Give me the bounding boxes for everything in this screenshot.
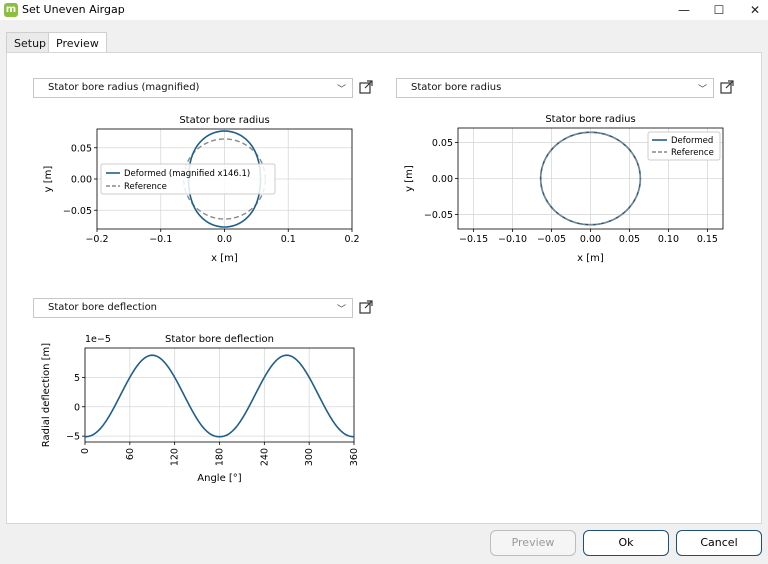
top-left-plot-select[interactable]: Stator bore radius (magnified) ﹀: [33, 78, 353, 98]
y-tick-label: 0.00: [432, 174, 453, 185]
x-tick-label: 0.15: [697, 234, 718, 245]
y-axis-label: y [m]: [43, 166, 54, 193]
x-tick-label: 60: [125, 448, 136, 460]
popout-icon[interactable]: [359, 80, 373, 94]
legend-reference-label: Reference: [671, 148, 714, 158]
bottom-left-select-value: Stator bore deflection: [48, 302, 158, 313]
popout-icon[interactable]: [720, 80, 734, 94]
series-deflection-line: [84, 354, 355, 438]
y-tick-label: 5: [74, 373, 80, 384]
x-tick-label: 0.0: [217, 234, 232, 245]
x-tick-label: 300: [304, 448, 315, 466]
y-tick-label: −0.05: [424, 210, 453, 221]
legend-deformed-label: Deformed (magnified x146.1): [124, 169, 250, 179]
x-tick-label: −0.15: [459, 234, 488, 245]
y-tick-label: 0.05: [432, 138, 453, 149]
x-tick-label: 360: [349, 448, 360, 466]
ok-button[interactable]: Ok: [583, 530, 669, 556]
y-axis-label: Radial deflection [m]: [41, 343, 52, 447]
y-tick-label: 0: [74, 402, 80, 413]
x-tick-label: 180: [215, 448, 226, 466]
chart-title: Stator bore deflection: [165, 334, 274, 345]
y-tick-label: 0.00: [71, 175, 92, 186]
x-tick-label: −0.1: [149, 234, 172, 245]
legend-reference-label: Reference: [124, 182, 167, 192]
chevron-down-icon: ﹀: [336, 305, 346, 315]
window-title: Set Uneven Airgap: [22, 3, 125, 16]
legend-box: [100, 163, 276, 195]
x-tick-label: 120: [170, 448, 181, 466]
preview-button[interactable]: Preview: [490, 530, 576, 556]
chevron-down-icon: ﹀: [336, 85, 346, 95]
x-tick-label: 0: [80, 448, 91, 454]
y-tick-label: 0.05: [71, 143, 92, 154]
plot-frame: [84, 347, 355, 443]
maximize-button[interactable]: ☐: [713, 3, 725, 17]
close-button[interactable]: ✕: [749, 3, 761, 17]
legend-box: [647, 131, 721, 161]
top-right-select-value: Stator bore radius: [411, 82, 502, 93]
x-tick-label: 0.1: [281, 234, 296, 245]
stator-bore-radius-plot: −0.15 −0.10 −0.05 0.00 0.05 0.10 0.15 0.05 0.00 −…: [396, 103, 734, 275]
plot-frame: [96, 128, 353, 230]
y-offset-label: 1e−5: [85, 334, 111, 345]
chart-title: Stator bore radius: [545, 114, 635, 125]
x-axis-label: x [m]: [577, 253, 604, 264]
x-tick-label: −0.10: [498, 234, 527, 245]
app-logo-icon: m: [4, 3, 18, 17]
x-tick-label: 240: [259, 448, 270, 466]
y-axis-label: y [m]: [404, 165, 415, 192]
x-tick-label: 0.00: [580, 234, 601, 245]
tab-preview[interactable]: Preview: [48, 32, 107, 53]
tab-setup[interactable]: Setup: [6, 32, 55, 53]
series-reference-line: [182, 138, 266, 220]
popout-icon[interactable]: [359, 300, 373, 314]
x-axis-label: x [m]: [211, 253, 238, 264]
x-tick-label: 0.2: [344, 234, 359, 245]
x-tick-label: 0.10: [658, 234, 679, 245]
y-tick-label: −0.05: [63, 206, 92, 217]
bottom-left-plot-select[interactable]: Stator bore deflection ﹀: [33, 298, 353, 318]
x-tick-label: 0.05: [619, 234, 640, 245]
plot-frame: [457, 127, 724, 230]
top-right-plot-select[interactable]: Stator bore radius ﹀: [396, 78, 714, 98]
x-tick-label: −0.2: [85, 234, 108, 245]
series-reference-line: [539, 131, 642, 226]
legend-deformed-label: Deformed: [671, 136, 713, 146]
chart-title: Stator bore radius: [179, 115, 269, 126]
x-tick-label: −0.05: [537, 234, 566, 245]
cancel-button[interactable]: Cancel: [676, 530, 762, 556]
x-axis-label: Angle [°]: [197, 473, 242, 484]
stator-bore-radius-magnified-plot: −0.2 −0.1 0.0 0.1 0.2 0.05 0.00 −0.05 Stator bor…: [33, 103, 372, 275]
y-tick-label: −5: [66, 432, 80, 443]
chevron-down-icon: ﹀: [697, 85, 707, 95]
minimize-button[interactable]: —: [678, 3, 690, 17]
top-left-select-value: Stator bore radius (magnified): [48, 82, 200, 93]
title-bar: m Set Uneven Airgap — ☐ ✕: [0, 0, 768, 20]
